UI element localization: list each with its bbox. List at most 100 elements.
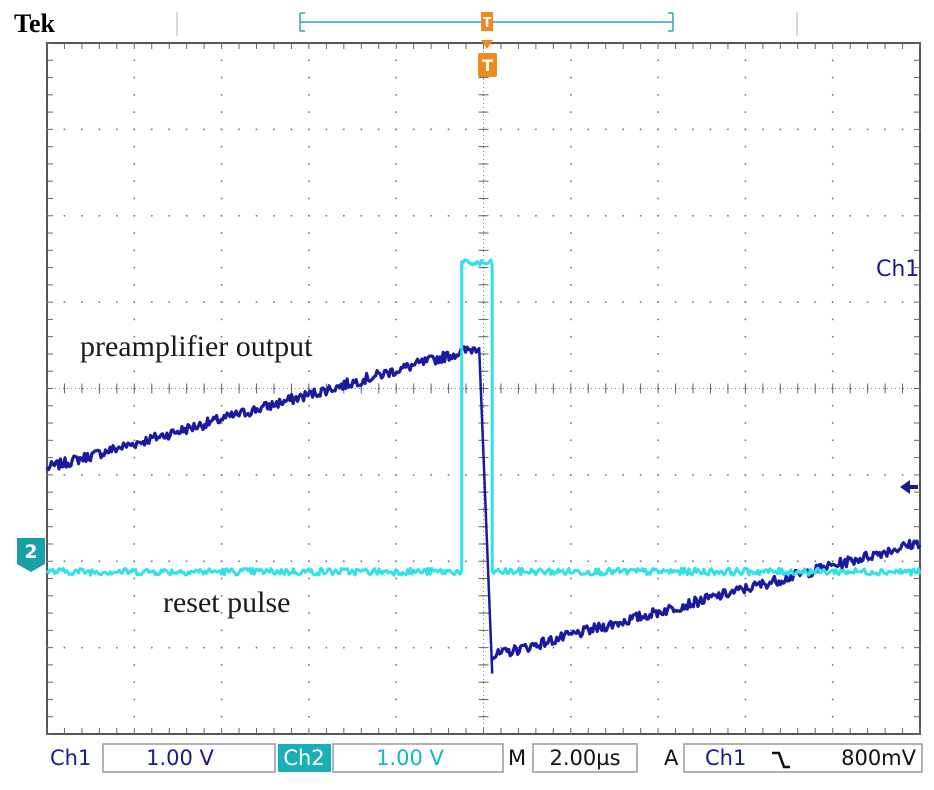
grid-dot bbox=[220, 353, 223, 355]
grid-dot bbox=[570, 128, 572, 131]
grid-dot bbox=[220, 94, 223, 96]
grid-dot bbox=[63, 214, 66, 217]
grid-dot bbox=[657, 353, 659, 355]
grid-dot bbox=[395, 335, 397, 338]
grid-dot bbox=[901, 646, 904, 649]
grid-dot bbox=[308, 335, 310, 338]
grid-dot bbox=[98, 128, 101, 131]
grid-dot bbox=[570, 612, 572, 614]
grid-dot bbox=[81, 474, 83, 476]
grid-dot bbox=[709, 301, 712, 303]
grid-dot bbox=[570, 197, 572, 200]
grid-dot bbox=[831, 353, 834, 355]
grid-dot bbox=[255, 560, 258, 563]
grid-dot bbox=[308, 595, 310, 597]
grid-dot bbox=[116, 560, 118, 563]
grid-dot bbox=[133, 145, 136, 148]
grid-dot bbox=[412, 646, 415, 649]
grid-dot bbox=[831, 266, 834, 269]
grid-dot bbox=[831, 163, 834, 165]
grid-dot bbox=[657, 456, 659, 459]
grid-dot bbox=[831, 370, 834, 373]
grid-dot bbox=[500, 474, 502, 476]
grid-dot bbox=[395, 404, 397, 407]
grid-dot bbox=[430, 301, 432, 303]
grid-dot bbox=[81, 214, 83, 217]
grid-dot bbox=[220, 508, 223, 511]
grid-dot bbox=[133, 266, 136, 269]
grid-dot bbox=[570, 456, 572, 459]
grid-dot bbox=[831, 474, 834, 476]
grid-dot bbox=[727, 128, 729, 131]
ch2-ground-marker[interactable]: 2 bbox=[17, 538, 45, 572]
grid-dot bbox=[762, 560, 764, 563]
grid-dot bbox=[762, 474, 764, 476]
grid-dot bbox=[220, 163, 223, 165]
grid-dot bbox=[744, 249, 747, 252]
grid-dot bbox=[831, 543, 834, 545]
grid-dot bbox=[814, 128, 817, 131]
grid-dot bbox=[308, 577, 310, 580]
grid-dot bbox=[343, 301, 345, 303]
grid-dot bbox=[150, 560, 153, 563]
grid-dot bbox=[343, 560, 345, 563]
grid-dot bbox=[133, 664, 136, 666]
grid-dot bbox=[360, 301, 363, 303]
grid-dot bbox=[744, 595, 747, 597]
grid-dot bbox=[779, 301, 782, 303]
timebase-value[interactable]: 2.00µs bbox=[549, 746, 620, 770]
grid-dot bbox=[360, 474, 363, 476]
grid-dot bbox=[308, 94, 310, 96]
grid-dot bbox=[570, 595, 572, 597]
grid-dot bbox=[133, 335, 136, 338]
grid-dot bbox=[308, 370, 310, 373]
grid-dot bbox=[81, 301, 83, 303]
trigger-source[interactable]: Ch1 bbox=[705, 746, 746, 770]
trigger-level-arrow-icon[interactable] bbox=[900, 480, 918, 494]
grid-dot bbox=[570, 145, 572, 148]
grid-dot bbox=[901, 474, 904, 476]
grid-dot bbox=[308, 664, 310, 666]
grid-dot bbox=[570, 681, 572, 683]
ch2-scale-value[interactable]: 1.00 V bbox=[376, 746, 444, 770]
grid-dot bbox=[831, 491, 834, 493]
grid-dot bbox=[570, 715, 572, 718]
grid-dot bbox=[308, 422, 310, 424]
grid-dot bbox=[168, 474, 171, 476]
grid-dot bbox=[831, 59, 834, 62]
grid-dot bbox=[308, 59, 310, 62]
grid-dot bbox=[395, 629, 397, 632]
svg-text:T: T bbox=[482, 56, 493, 75]
trigger-position-marker[interactable]: T bbox=[478, 40, 497, 77]
grid-dot bbox=[220, 715, 223, 718]
grid-dot bbox=[517, 214, 520, 217]
grid-dot bbox=[744, 353, 747, 355]
grid-dot bbox=[570, 560, 572, 563]
grid-dot bbox=[709, 214, 712, 217]
trigger-level-value[interactable]: 800mV bbox=[841, 746, 917, 770]
grid-dot bbox=[133, 715, 136, 718]
grid-dot bbox=[395, 111, 397, 113]
ch2-status-label[interactable]: Ch2 bbox=[283, 746, 324, 770]
ch1-scale-value[interactable]: 1.00 V bbox=[146, 746, 214, 770]
grid-dot bbox=[744, 266, 747, 269]
grid-dot bbox=[220, 698, 223, 701]
grid-dot bbox=[744, 525, 747, 528]
grid-dot bbox=[587, 646, 590, 649]
grid-dot bbox=[395, 508, 397, 511]
grid-dot bbox=[796, 214, 799, 217]
grid-dot bbox=[744, 111, 747, 113]
grid-dot bbox=[377, 128, 380, 131]
grid-dot bbox=[63, 301, 66, 303]
grid-dot bbox=[255, 128, 258, 131]
grid-dot bbox=[133, 404, 136, 407]
grid-dot bbox=[465, 301, 467, 303]
grid-dot bbox=[168, 301, 171, 303]
grid-dot bbox=[657, 301, 659, 303]
grid-dot bbox=[308, 111, 310, 113]
grid-dot bbox=[657, 266, 659, 269]
grid-dot bbox=[657, 284, 659, 286]
grid-dot bbox=[220, 491, 223, 493]
grid-dot bbox=[308, 404, 310, 407]
